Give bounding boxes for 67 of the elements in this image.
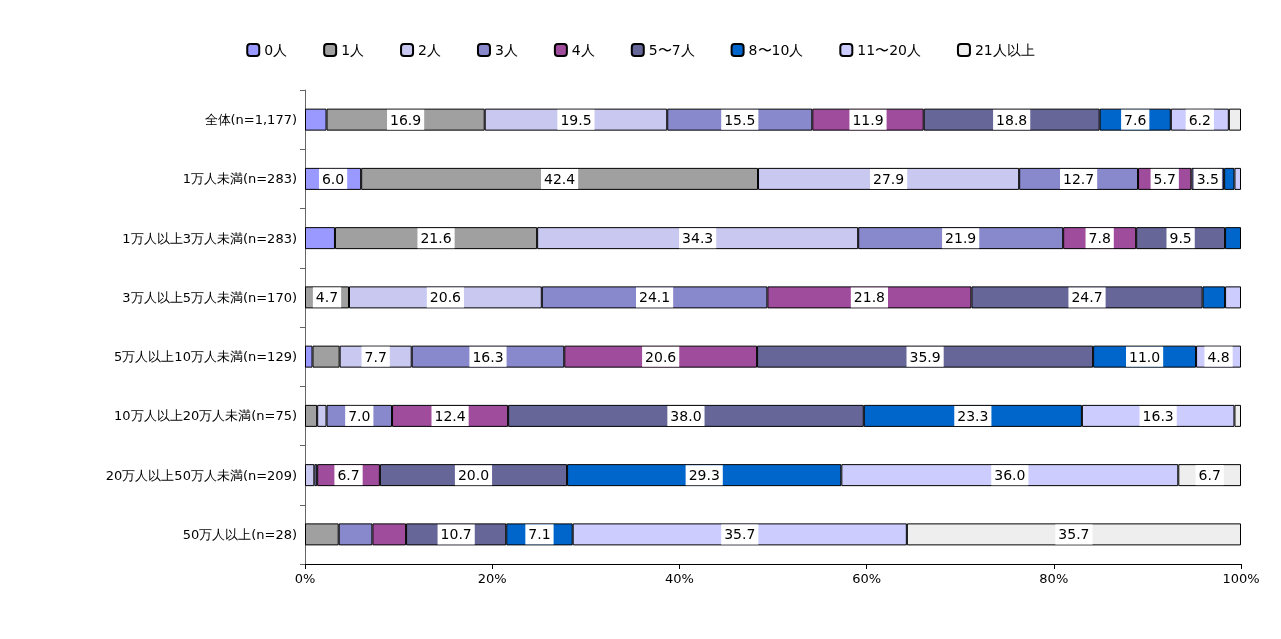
x-tick-label: 0% — [294, 571, 316, 586]
data-label: 15.5 — [724, 111, 756, 128]
data-label: 42.4 — [544, 170, 576, 187]
y-tick-label: 10万人以上20万人未満(n=75) — [114, 408, 297, 424]
bar — [305, 464, 315, 487]
legend-label: 21人以上 — [974, 42, 1035, 58]
legend-label: 1人 — [341, 42, 365, 58]
data-label: 11.0 — [1129, 348, 1161, 365]
data-label: 35.7 — [1058, 526, 1090, 543]
data-label: 27.9 — [873, 170, 905, 187]
legend-label: 0人 — [264, 42, 288, 58]
data-label: 24.7 — [1071, 289, 1103, 306]
data-label: 34.3 — [682, 230, 714, 247]
data-label: 6.7 — [1198, 467, 1221, 484]
x-tick-label: 40% — [664, 571, 694, 586]
data-label: 35.9 — [909, 348, 941, 365]
data-label: 23.3 — [957, 407, 989, 424]
x-tick-label: 20% — [477, 571, 507, 586]
data-label: 16.9 — [390, 111, 422, 128]
y-tick-label: 1万人以上3万人未満(n=283) — [122, 230, 297, 246]
data-label: 6.0 — [321, 170, 345, 187]
data-label: 9.5 — [1169, 230, 1192, 247]
data-label: 4.8 — [1207, 348, 1230, 365]
x-tick-label: 100% — [1222, 571, 1260, 586]
data-label: 12.4 — [434, 407, 466, 424]
legend-label: 2人 — [418, 42, 441, 58]
data-label: 7.8 — [1088, 230, 1111, 247]
data-label: 20.6 — [645, 348, 677, 365]
data-label: 16.3 — [1142, 407, 1174, 424]
data-label: 7.7 — [364, 348, 387, 365]
data-label: 7.0 — [348, 407, 371, 424]
data-label: 5.7 — [1153, 170, 1176, 187]
data-label: 29.3 — [688, 467, 720, 484]
data-label: 12.7 — [1063, 170, 1095, 187]
data-label: 18.8 — [996, 111, 1028, 128]
y-tick-label: 1万人未満(n=283) — [182, 171, 297, 187]
data-label: 19.5 — [560, 111, 592, 128]
legend-label: 5〜7人 — [648, 42, 695, 58]
data-label: 3.5 — [1196, 170, 1219, 187]
legend-label: 3人 — [494, 42, 518, 58]
data-label: 21.9 — [945, 230, 977, 247]
y-tick-label: 5万人以上10万人未満(n=129) — [114, 349, 297, 365]
y-tick-label: 全体(n=1,177) — [204, 112, 297, 128]
x-tick-label: 80% — [1039, 571, 1069, 586]
data-label: 24.1 — [639, 289, 671, 306]
data-label: 36.0 — [994, 467, 1026, 484]
data-label: 20.0 — [457, 467, 490, 484]
data-label: 21.6 — [420, 230, 452, 247]
data-label: 11.9 — [852, 111, 884, 128]
data-label: 7.1 — [528, 526, 551, 543]
data-label: 7.6 — [1124, 111, 1147, 128]
y-tick-label: 50万人以上(n=28) — [182, 526, 297, 542]
data-label: 6.2 — [1188, 111, 1211, 128]
y-tick-label: 3万人以上5万人未満(n=170) — [122, 289, 297, 305]
legend-label: 4人 — [571, 42, 595, 58]
data-label: 10.7 — [440, 526, 472, 543]
y-tick-label: 20万人以上50万人未満(n=209) — [105, 467, 297, 483]
data-label: 35.7 — [724, 526, 756, 543]
legend-label: 8〜10人 — [748, 42, 804, 58]
data-label: 6.7 — [337, 467, 360, 484]
data-label: 38.0 — [670, 407, 702, 424]
data-label: 20.6 — [429, 289, 462, 306]
data-label: 4.7 — [315, 289, 339, 306]
data-label: 16.3 — [472, 348, 504, 365]
data-label: 21.8 — [853, 289, 885, 306]
legend-label: 11〜20人 — [857, 42, 921, 58]
x-tick-label: 60% — [852, 571, 882, 586]
